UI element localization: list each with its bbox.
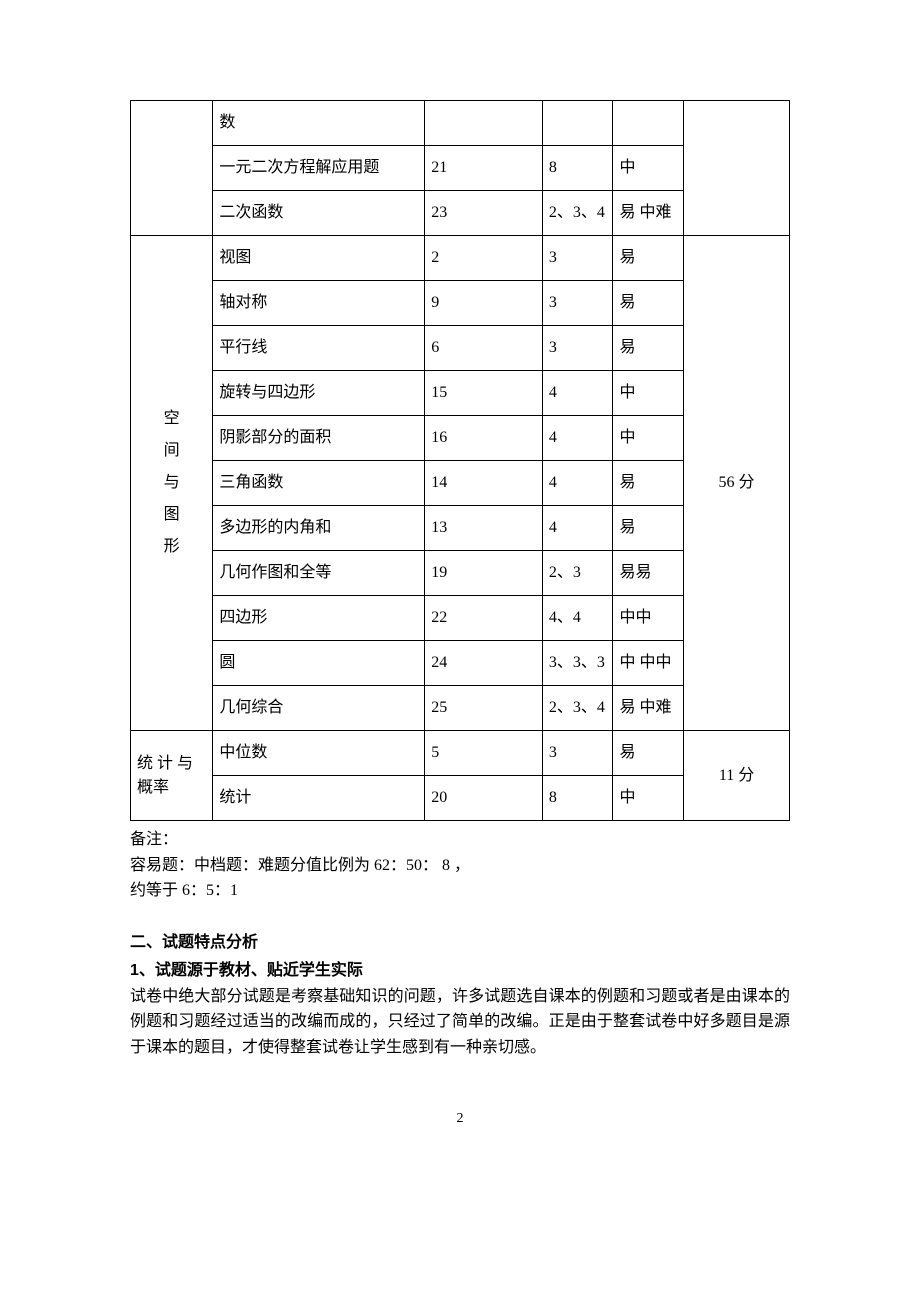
sub-heading: 1、试题源于教材、贴近学生实际 [130,956,790,980]
points-cell [542,101,613,146]
points-cell: 8 [542,776,613,821]
points-cell: 4 [542,416,613,461]
vertical-char: 图 [164,506,180,523]
question-cell: 23 [425,191,543,236]
vertical-char: 空 [164,410,180,427]
page-number: 2 [130,1111,790,1127]
points-cell: 2、3、4 [542,191,613,236]
topic-cell: 视图 [213,236,425,281]
question-cell: 5 [425,731,543,776]
category-cell [131,101,213,236]
topic-cell: 数 [213,101,425,146]
question-cell: 6 [425,326,543,371]
difficulty-cell: 易 [613,461,684,506]
difficulty-cell: 易 中难 [613,191,684,236]
topic-cell: 一元二次方程解应用题 [213,146,425,191]
difficulty-cell: 易易 [613,551,684,596]
topic-cell: 旋转与四边形 [213,371,425,416]
vertical-char: 与 [164,474,180,491]
points-cell: 3 [542,281,613,326]
exam-analysis-table: 数 一元二次方程解应用题 21 8 中 二次函数 23 2、3、4 易 中难 [130,100,790,821]
topic-cell: 轴对称 [213,281,425,326]
points-cell: 4 [542,506,613,551]
group-total-cell: 11 分 [684,731,790,821]
difficulty-cell [613,101,684,146]
notes-line2: 约等于 6：5：1 [130,878,790,904]
question-cell: 13 [425,506,543,551]
topic-cell: 多边形的内角和 [213,506,425,551]
table-row: 统 计 与 概率 中位数 5 3 易 11 分 [131,731,790,776]
difficulty-cell: 中 [613,146,684,191]
topic-cell: 圆 [213,641,425,686]
points-cell: 2、3 [542,551,613,596]
topic-cell: 几何综合 [213,686,425,731]
question-cell: 16 [425,416,543,461]
points-cell: 8 [542,146,613,191]
difficulty-cell: 易 [613,326,684,371]
topic-cell: 三角函数 [213,461,425,506]
section-heading: 二、试题特点分析 [130,928,790,952]
topic-cell: 平行线 [213,326,425,371]
group-total-cell [684,101,790,236]
difficulty-cell: 易 中难 [613,686,684,731]
topic-cell: 阴影部分的面积 [213,416,425,461]
points-cell: 4 [542,371,613,416]
topic-cell: 四边形 [213,596,425,641]
points-cell: 3 [542,236,613,281]
question-cell: 9 [425,281,543,326]
question-cell: 15 [425,371,543,416]
category-cell-space-shape: 空 间 与 图 形 [131,236,213,731]
points-cell: 3 [542,326,613,371]
question-cell: 14 [425,461,543,506]
body-paragraph: 试卷中绝大部分试题是考察基础知识的问题，许多试题选自课本的例题和习题或者是由课本… [130,984,790,1061]
difficulty-cell: 易 [613,236,684,281]
topic-cell: 二次函数 [213,191,425,236]
points-cell: 2、3、4 [542,686,613,731]
difficulty-cell: 易 [613,506,684,551]
question-cell: 21 [425,146,543,191]
question-cell: 24 [425,641,543,686]
notes-block: 备注： 容易题：中档题：难题分值比例为 62：50： 8 ， 约等于 6：5：1 [130,827,790,904]
question-cell: 2 [425,236,543,281]
question-cell: 25 [425,686,543,731]
table-row: 数 [131,101,790,146]
difficulty-cell: 中 中中 [613,641,684,686]
topic-cell: 中位数 [213,731,425,776]
notes-label: 备注： [130,827,790,853]
document-page: 数 一元二次方程解应用题 21 8 中 二次函数 23 2、3、4 易 中难 [0,0,920,1187]
difficulty-cell: 中 [613,776,684,821]
topic-cell: 统计 [213,776,425,821]
question-cell: 19 [425,551,543,596]
difficulty-cell: 中 [613,416,684,461]
points-cell: 3、3、3 [542,641,613,686]
difficulty-cell: 易 [613,281,684,326]
question-cell [425,101,543,146]
vertical-char: 形 [164,538,180,555]
points-cell: 3 [542,731,613,776]
points-cell: 4 [542,461,613,506]
topic-cell: 几何作图和全等 [213,551,425,596]
group-total-cell: 56 分 [684,236,790,731]
difficulty-cell: 中 [613,371,684,416]
difficulty-cell: 易 [613,731,684,776]
difficulty-cell: 中中 [613,596,684,641]
points-cell: 4、4 [542,596,613,641]
question-cell: 20 [425,776,543,821]
question-cell: 22 [425,596,543,641]
table-row: 空 间 与 图 形 视图 2 3 易 56 分 [131,236,790,281]
notes-line1: 容易题：中档题：难题分值比例为 62：50： 8 ， [130,853,790,879]
category-cell-stats: 统 计 与 概率 [131,731,213,821]
vertical-char: 间 [164,442,180,459]
